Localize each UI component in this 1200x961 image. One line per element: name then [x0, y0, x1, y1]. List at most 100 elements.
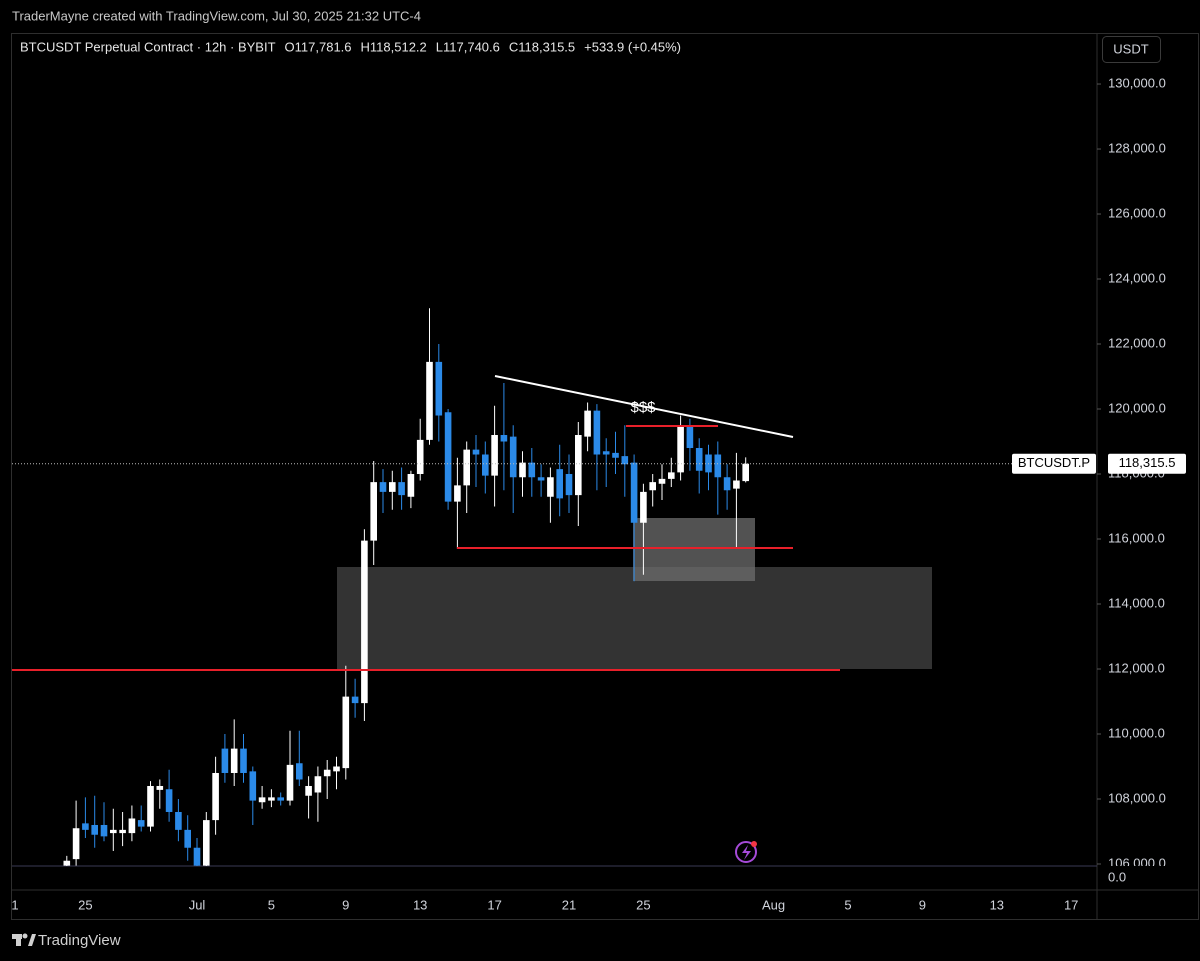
pane2-tick-label: 0.0 [1108, 869, 1126, 884]
candle-body [305, 785, 312, 796]
candle-body [454, 485, 461, 502]
candle-body [296, 763, 303, 780]
candle-body [193, 847, 201, 866]
y-tick-label: 108,000.0 [1108, 790, 1166, 805]
candle-body [472, 449, 480, 455]
candle-body [416, 439, 424, 475]
y-tick-label: 106,000.0 [1108, 855, 1166, 870]
candle-body [612, 452, 619, 458]
currency-button[interactable] [1102, 36, 1161, 63]
header-text: TraderMayne created with TradingView.com… [12, 8, 421, 23]
candle-body [351, 696, 359, 704]
candle-body [156, 785, 164, 790]
x-tick-label: 5 [268, 897, 275, 912]
x-tick-label: 13 [990, 897, 1004, 912]
y-tick-label: 130,000.0 [1108, 75, 1166, 90]
candle-body [723, 477, 731, 491]
y-tick-label: 122,000.0 [1108, 335, 1166, 350]
y-tick-label: 112,000.0 [1108, 660, 1165, 675]
x-tick-label: 25 [78, 897, 92, 912]
y-tick-label: 116,000.0 [1108, 530, 1165, 545]
candle-body [695, 448, 703, 471]
candle-body [119, 829, 126, 834]
candle-body [203, 820, 210, 866]
candle-body [668, 472, 675, 479]
candle-body [100, 824, 108, 837]
candle-body [482, 454, 489, 476]
trend-line [494, 375, 794, 438]
alert-icon-bolt [742, 845, 751, 860]
candle-body [509, 436, 517, 478]
candle-body [175, 811, 182, 830]
candle-body [575, 435, 582, 496]
candle-body [72, 828, 80, 860]
x-tick-label: 13 [413, 897, 427, 912]
candle-body [165, 789, 173, 812]
candle-body [212, 772, 219, 821]
candle-body [547, 477, 554, 497]
panel-frame [11, 33, 1199, 920]
candle-body [91, 824, 98, 835]
logo-part [22, 933, 28, 939]
candle-body [361, 540, 368, 704]
alert-dot [751, 841, 757, 847]
candle-body [426, 361, 433, 440]
candle-body [323, 769, 331, 777]
ohlc-value: H118,512.2 [361, 39, 427, 54]
alert-icon[interactable] [735, 841, 757, 863]
candle-body [342, 696, 350, 769]
candle-body [593, 410, 601, 455]
x-tick-label: 25 [636, 897, 650, 912]
candle-body [630, 462, 638, 523]
candle-body [389, 482, 396, 492]
candle-body [435, 361, 443, 416]
ohlc-value: O117,781.6 [285, 39, 352, 54]
logo-part [16, 934, 21, 946]
x-tick-label: Jul [189, 897, 206, 912]
candle-body [277, 797, 284, 801]
symbol-tag: BTCUSDT.P [1018, 455, 1090, 470]
currency-label[interactable]: USDT [1113, 41, 1148, 56]
candle-body [500, 435, 508, 442]
candle-body [658, 478, 666, 484]
zone-box [337, 567, 932, 669]
brand: TradingView [38, 932, 121, 949]
logo-part [28, 934, 36, 946]
candle-body [82, 823, 89, 830]
y-tick-label: 110,000.0 [1108, 725, 1165, 740]
x-tick-label: 9 [919, 897, 926, 912]
candle-body [649, 482, 656, 491]
candle-body [63, 860, 71, 866]
ohlc-value: C118,315.5 [509, 39, 575, 54]
x-tick-label: Aug [762, 897, 785, 912]
change-value: +533.9 (+0.45%) [584, 39, 681, 54]
annotation: $$$ [630, 399, 656, 416]
candle-body [137, 820, 145, 827]
candle-body [640, 491, 647, 523]
ohlc-legend: O117,781.6 H118,512.2 L117,740.6 C118,315.5… [285, 39, 681, 54]
y-tick-label: 126,000.0 [1108, 205, 1166, 220]
y-tick-label: 124,000.0 [1108, 270, 1166, 285]
candle-body [221, 748, 229, 773]
candle-body [379, 482, 387, 492]
candle-body [258, 797, 266, 803]
x-tick-label: 21 [562, 897, 576, 912]
candle-body [370, 482, 377, 541]
candle-body [742, 463, 749, 482]
candle-body [584, 410, 591, 437]
candle-body [686, 426, 694, 449]
y-tick-label: 128,000.0 [1108, 140, 1166, 155]
candle-body [398, 482, 405, 496]
candle-body [333, 766, 340, 772]
x-tick-label: 17 [487, 897, 501, 912]
candle-body [444, 412, 452, 502]
x-tick-label: 1 [11, 897, 18, 912]
candle-body [128, 818, 136, 834]
x-tick-label: 17 [1064, 897, 1078, 912]
candle-body [528, 462, 536, 478]
candle-body [407, 474, 415, 497]
candle-body [184, 829, 191, 848]
ohlc-value: L117,740.6 [436, 39, 500, 54]
